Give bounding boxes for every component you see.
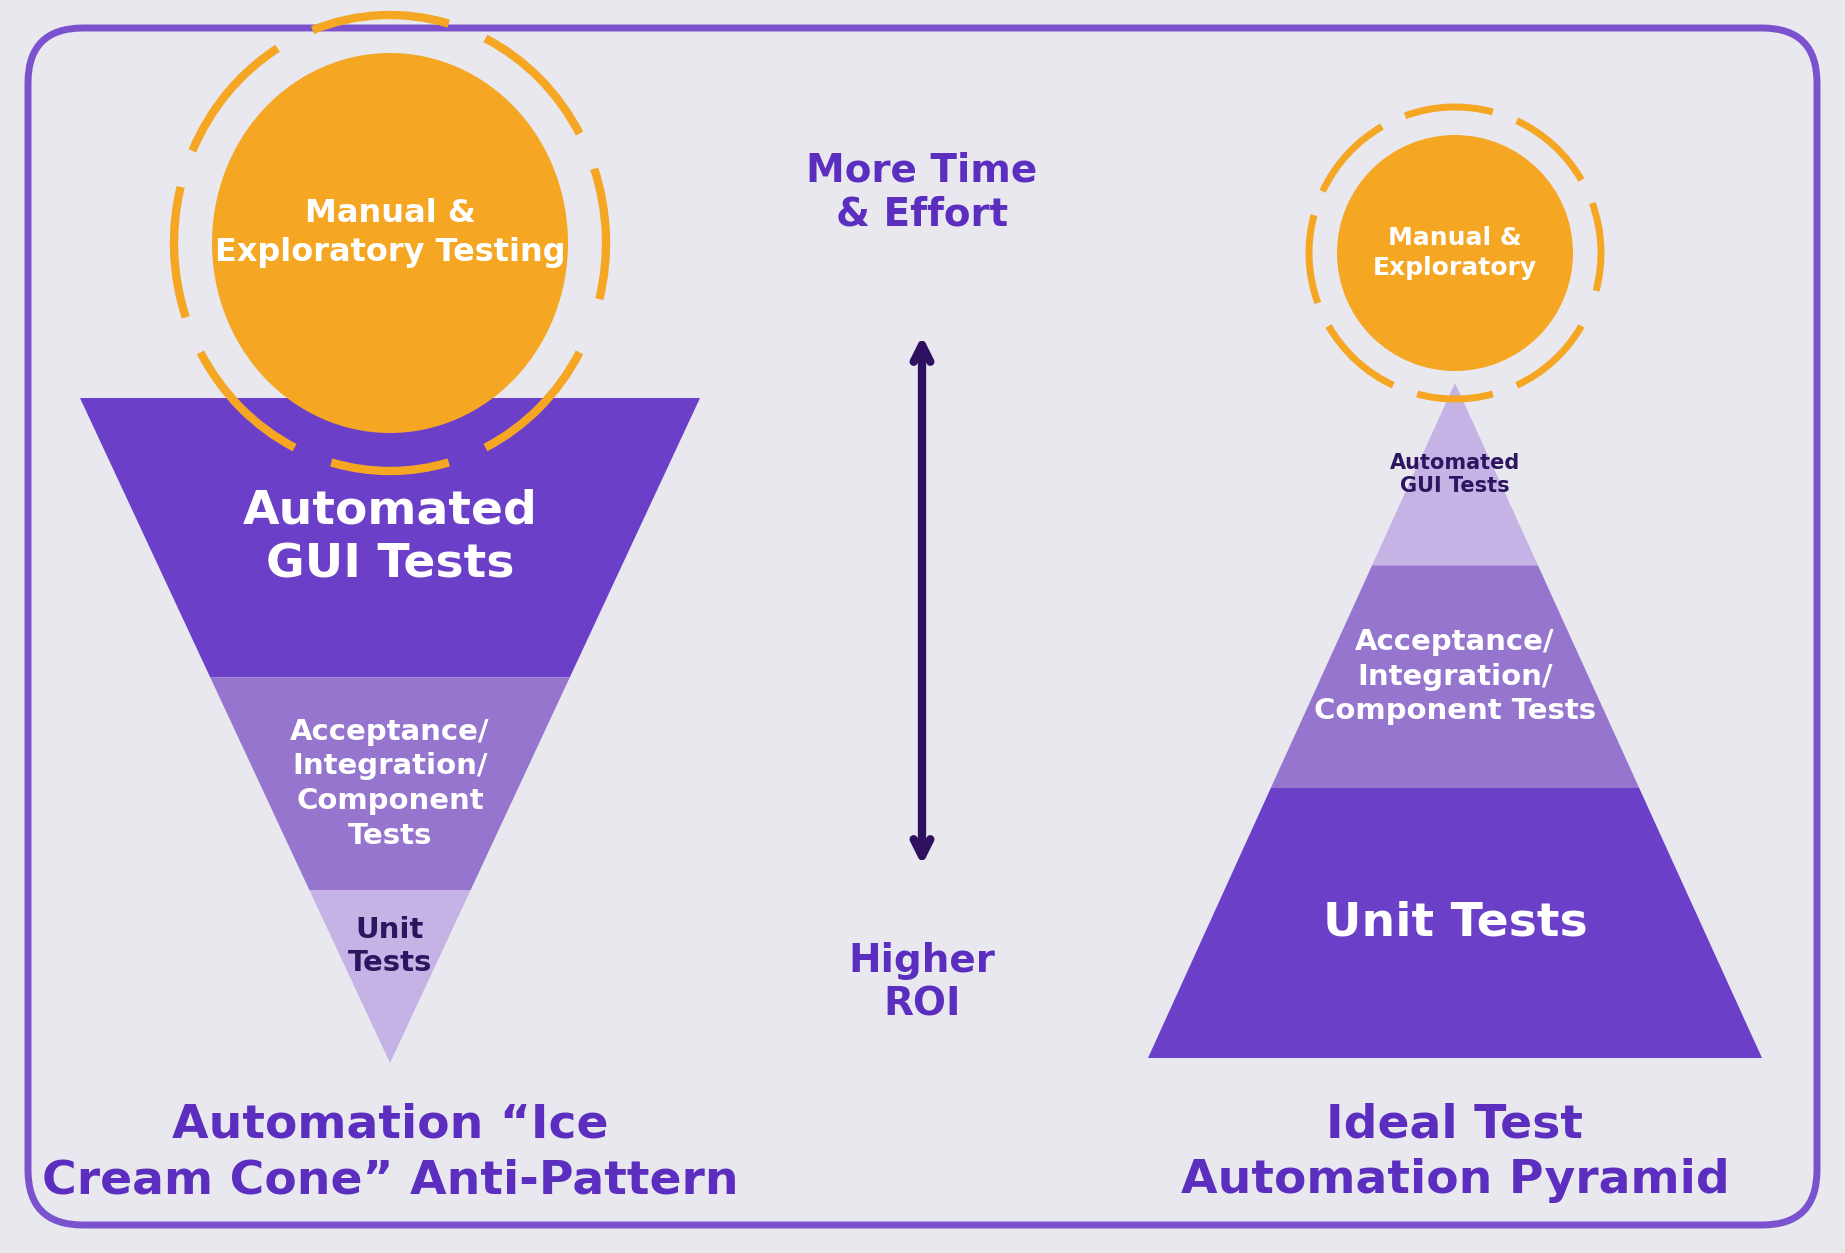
Ellipse shape [1338, 135, 1574, 371]
Polygon shape [79, 398, 699, 678]
Text: Ideal Test
Automation Pyramid: Ideal Test Automation Pyramid [1181, 1103, 1729, 1203]
Text: Automation “Ice
Cream Cone” Anti-Pattern: Automation “Ice Cream Cone” Anti-Pattern [42, 1103, 738, 1203]
Text: Unit Tests: Unit Tests [1323, 901, 1587, 946]
Text: Acceptance/
Integration/
Component
Tests: Acceptance/ Integration/ Component Tests [290, 718, 489, 850]
Polygon shape [310, 890, 470, 1063]
Polygon shape [1373, 383, 1539, 565]
Ellipse shape [212, 53, 568, 434]
Text: Manual &
Exploratory Testing: Manual & Exploratory Testing [214, 198, 565, 268]
Text: Automated
GUI Tests: Automated GUI Tests [1389, 452, 1520, 496]
Text: Higher
ROI: Higher ROI [849, 942, 996, 1024]
Text: Automated
GUI Tests: Automated GUI Tests [242, 489, 537, 586]
Text: More Time
& Effort: More Time & Effort [806, 152, 1037, 234]
FancyBboxPatch shape [28, 28, 1817, 1225]
Polygon shape [1271, 565, 1638, 788]
Text: Manual &
Exploratory: Manual & Exploratory [1373, 226, 1537, 279]
Polygon shape [1148, 788, 1762, 1058]
Text: Unit
Tests: Unit Tests [349, 916, 432, 977]
Polygon shape [210, 678, 570, 890]
Text: Acceptance/
Integration/
Component Tests: Acceptance/ Integration/ Component Tests [1314, 628, 1596, 725]
